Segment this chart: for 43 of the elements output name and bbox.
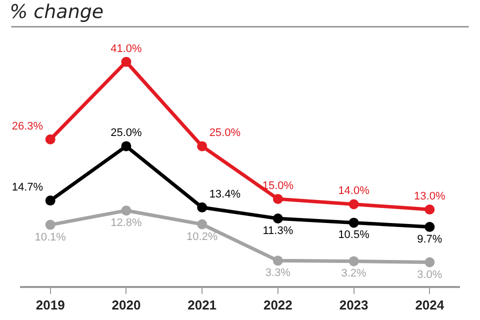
point	[272, 213, 283, 224]
point	[348, 218, 359, 228]
point	[197, 141, 208, 152]
chart-title: % change	[10, 1, 104, 24]
x-tick-label: 2021	[188, 298, 217, 313]
data-label: 3.3%	[265, 267, 291, 280]
data-label: 13.4%	[209, 188, 241, 200]
data-label: 9.7%	[417, 233, 442, 246]
data-label: 25.0%	[110, 127, 142, 140]
point	[424, 257, 435, 268]
data-label: 3.2%	[341, 268, 367, 280]
x-tick-label: 2022	[263, 298, 292, 313]
data-label: 13.0%	[414, 190, 446, 203]
point	[348, 199, 359, 210]
point	[272, 256, 283, 266]
point	[45, 196, 56, 206]
data-label: 10.1%	[34, 231, 66, 244]
data-label: 10.5%	[338, 229, 370, 242]
data-label: 25.0%	[209, 127, 241, 140]
point	[45, 220, 56, 230]
data-label: 15.0%	[262, 180, 294, 192]
data-label: 11.3%	[262, 224, 294, 237]
x-tick-label: 2023	[339, 298, 368, 313]
data-label: 12.8%	[110, 217, 142, 230]
data-label: 26.3%	[12, 120, 44, 132]
data-label: 3.0%	[417, 268, 442, 281]
x-tick-label: 2019	[36, 298, 65, 313]
point	[121, 141, 132, 152]
point	[45, 134, 56, 144]
point	[424, 222, 435, 232]
point	[197, 219, 208, 230]
data-label: 41.0%	[110, 42, 142, 55]
data-label: 10.2%	[186, 230, 218, 243]
x-tick-label: 2020	[112, 298, 141, 313]
point	[272, 194, 283, 204]
point	[121, 56, 132, 67]
point	[348, 256, 359, 266]
point	[121, 206, 132, 216]
data-label: 14.0%	[338, 185, 370, 198]
data-label: 14.7%	[12, 182, 44, 194]
point	[197, 202, 208, 212]
x-tick-label: 2024	[415, 298, 445, 313]
point	[424, 204, 435, 215]
